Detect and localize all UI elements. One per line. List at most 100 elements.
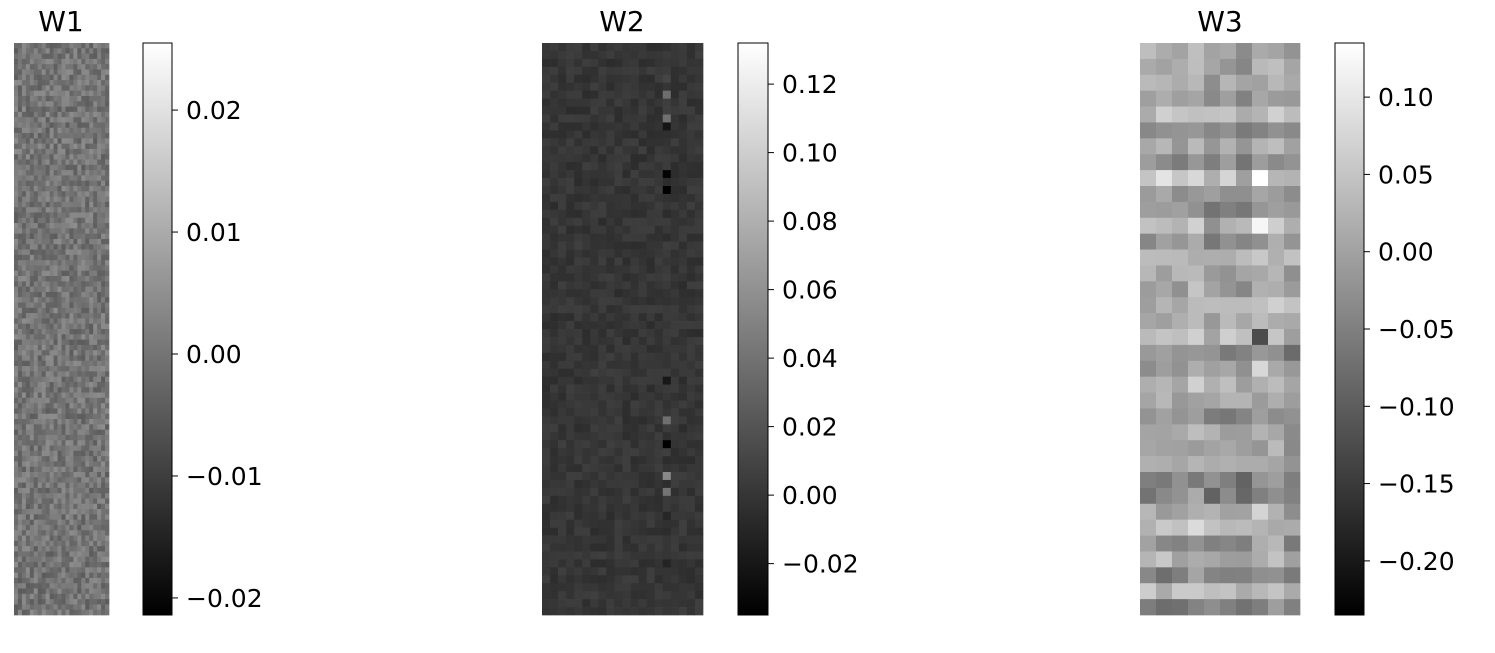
- heatmap-cell: [574, 344, 583, 354]
- heatmap-cell: [69, 43, 74, 49]
- heatmap-cell: [1140, 281, 1157, 298]
- heatmap-cell: [590, 384, 599, 393]
- heatmap-cell: [45, 477, 50, 483]
- heatmap-cell: [14, 270, 19, 277]
- heatmap-cell: [542, 233, 551, 242]
- heatmap-cell: [550, 607, 559, 616]
- heatmap-cell: [89, 392, 94, 399]
- heatmap-cell: [1268, 424, 1285, 441]
- heatmap-cell: [29, 588, 35, 595]
- heatmap-cell: [566, 82, 575, 92]
- heatmap-cell: [1284, 281, 1301, 298]
- heatmap-cell: [17, 403, 23, 409]
- heatmap-cell: [614, 106, 623, 115]
- heatmap-cell: [81, 440, 86, 446]
- heatmap-cell: [14, 609, 19, 616]
- heatmap-cell: [598, 472, 607, 481]
- heatmap-cell: [45, 148, 50, 155]
- heatmap-cell: [37, 270, 43, 277]
- heatmap-cell: [53, 599, 58, 605]
- heatmap-cell: [105, 456, 110, 462]
- heatmap-cell: [69, 201, 74, 208]
- heatmap-cell: [1220, 58, 1237, 76]
- heatmap-cell: [101, 154, 106, 160]
- heatmap-cell: [14, 371, 19, 378]
- heatmap-cell: [53, 524, 58, 531]
- heatmap-cell: [630, 98, 639, 107]
- heatmap-cell: [670, 58, 680, 68]
- heatmap-cell: [1252, 281, 1269, 298]
- heatmap-cell: [61, 487, 66, 494]
- heatmap-cell: [1140, 74, 1157, 92]
- heatmap-cell: [542, 344, 551, 354]
- heatmap-cell: [694, 241, 704, 250]
- heatmap-cell: [69, 286, 74, 293]
- heatmap-cell: [41, 514, 47, 521]
- heatmap-cell: [73, 297, 78, 303]
- heatmap-cell: [622, 154, 631, 163]
- heatmap-cell: [21, 164, 27, 171]
- heatmap-cell: [670, 344, 680, 354]
- heatmap-cell: [638, 122, 647, 131]
- heatmap-cell: [1220, 344, 1237, 362]
- heatmap-cell: [598, 74, 607, 84]
- heatmap-cell: [17, 270, 23, 277]
- heatmap-cell: [81, 133, 86, 139]
- heatmap-cell: [21, 307, 27, 314]
- heatmap-cell: [73, 329, 78, 335]
- heatmap-cell: [93, 535, 98, 542]
- heatmap-cell: [73, 593, 78, 600]
- heatmap-cell: [582, 193, 591, 203]
- heatmap-cell: [654, 193, 664, 203]
- heatmap-cell: [598, 519, 607, 528]
- heatmap-cell: [81, 217, 86, 224]
- heatmap-cell: [686, 281, 696, 290]
- heatmap-cell: [85, 429, 90, 436]
- heatmap-cell: [65, 101, 70, 107]
- heatmap-cell: [638, 305, 647, 314]
- heatmap-cell: [566, 146, 575, 155]
- heatmap-cell: [105, 106, 110, 113]
- heatmap-cell: [550, 527, 559, 536]
- heatmap-cell: [29, 524, 35, 531]
- heatmap-cell: [93, 387, 98, 393]
- heatmap-cell: [57, 487, 62, 494]
- heatmap-cell: [590, 400, 599, 409]
- heatmap-cell: [81, 228, 86, 235]
- heatmap-cell: [654, 114, 664, 123]
- heatmap-cell: [582, 368, 591, 378]
- heatmap-cell: [69, 307, 74, 314]
- heatmap-cell: [622, 241, 631, 250]
- heatmap-cell: [550, 122, 559, 131]
- heatmap-cell: [654, 448, 664, 457]
- heatmap-cell: [57, 270, 62, 277]
- heatmap-cell: [566, 487, 575, 497]
- heatmap-cell: [61, 350, 66, 356]
- heatmap-cell: [678, 273, 688, 282]
- heatmap-cell: [574, 305, 583, 314]
- heatmap-cell: [33, 270, 39, 277]
- heatmap-cell: [606, 209, 615, 219]
- heatmap-cell: [1284, 344, 1301, 362]
- heatmap-cell: [566, 257, 575, 266]
- heatmap-cell: [37, 106, 43, 113]
- heatmap-cell: [37, 223, 43, 229]
- heatmap-cell: [49, 164, 54, 171]
- heatmap-cell: [45, 593, 50, 600]
- heatmap-cell: [630, 305, 639, 314]
- heatmap-cell: [630, 43, 639, 52]
- heatmap-cell: [49, 577, 54, 584]
- heatmap-cell: [81, 281, 86, 287]
- heatmap-cell: [65, 593, 70, 600]
- heatmap-cell: [1172, 186, 1189, 203]
- heatmap-cell: [622, 376, 631, 385]
- heatmap-cell: [622, 344, 631, 354]
- heatmap-cell: [614, 424, 623, 433]
- heatmap-cell: [49, 381, 54, 388]
- heatmap-cell: [542, 384, 551, 393]
- heatmap-cell: [1268, 408, 1285, 425]
- heatmap-cell: [69, 403, 74, 409]
- heatmap-cell: [105, 445, 110, 452]
- heatmap-cell: [21, 339, 27, 346]
- heatmap-cell: [81, 344, 86, 351]
